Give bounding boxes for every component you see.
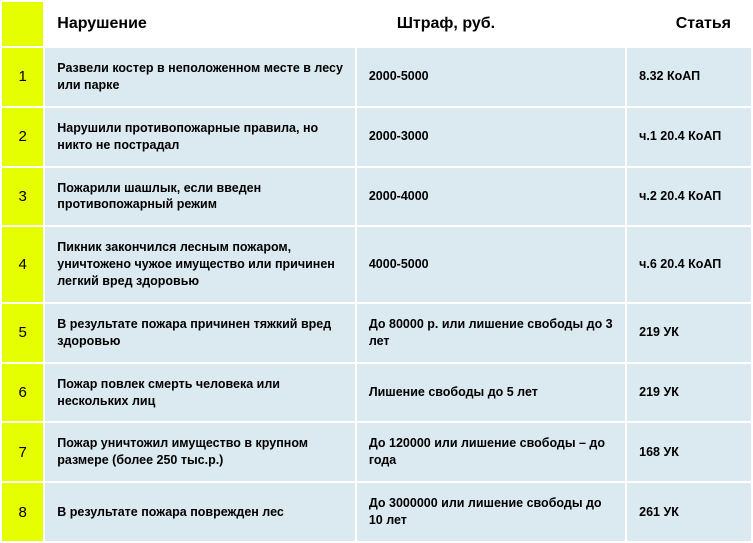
row-violation: Развели костер в неположенном месте в ле… [45, 48, 355, 106]
row-article: 219 УК [627, 364, 751, 422]
penalties-table: Нарушение Штраф, руб. Статья 1Развели ко… [0, 0, 753, 543]
row-violation: Пожар уничтожил имущество в крупном разм… [45, 423, 355, 481]
table-body: 1Развели костер в неположенном месте в л… [2, 48, 751, 541]
row-fine: До 120000 или лишение свободы – до года [357, 423, 625, 481]
row-fine: До 3000000 или лишение свободы до 10 лет [357, 483, 625, 541]
row-fine: 2000-4000 [357, 168, 625, 226]
row-number: 3 [2, 168, 43, 226]
row-number: 7 [2, 423, 43, 481]
row-number: 6 [2, 364, 43, 422]
table-row: 2Нарушили противопожарные правила, но ни… [2, 108, 751, 166]
row-number: 8 [2, 483, 43, 541]
row-fine: 2000-3000 [357, 108, 625, 166]
header-fine: Штраф, руб. [357, 2, 625, 46]
row-number: 2 [2, 108, 43, 166]
row-article: 168 УК [627, 423, 751, 481]
table-row: 5В результате пожара причинен тяжкий вре… [2, 304, 751, 362]
row-fine: До 80000 р. или лишение свободы до 3 лет [357, 304, 625, 362]
row-article: ч.6 20.4 КоАП [627, 227, 751, 302]
row-violation: Нарушили противопожарные правила, но ник… [45, 108, 355, 166]
row-article: 261 УК [627, 483, 751, 541]
row-fine: 4000-5000 [357, 227, 625, 302]
table-header-row: Нарушение Штраф, руб. Статья [2, 2, 751, 46]
row-article: 8.32 КоАП [627, 48, 751, 106]
table-row: 7Пожар уничтожил имущество в крупном раз… [2, 423, 751, 481]
table-row: 6Пожар повлек смерть человека или нескол… [2, 364, 751, 422]
row-number: 4 [2, 227, 43, 302]
row-article: ч.1 20.4 КоАП [627, 108, 751, 166]
row-number: 5 [2, 304, 43, 362]
row-number: 1 [2, 48, 43, 106]
row-violation: Пожарили шашлык, если введен противопожа… [45, 168, 355, 226]
row-article: 219 УК [627, 304, 751, 362]
table-row: 8В результате пожара поврежден лесДо 300… [2, 483, 751, 541]
header-article: Статья [627, 2, 751, 46]
table-row: 4Пикник закончился лесным пожаром, уничт… [2, 227, 751, 302]
row-violation: Пикник закончился лесным пожаром, уничто… [45, 227, 355, 302]
header-violation: Нарушение [45, 2, 355, 46]
row-fine: 2000-5000 [357, 48, 625, 106]
row-violation: В результате пожара поврежден лес [45, 483, 355, 541]
table-row: 1Развели костер в неположенном месте в л… [2, 48, 751, 106]
row-violation: Пожар повлек смерть человека или несколь… [45, 364, 355, 422]
row-article: ч.2 20.4 КоАП [627, 168, 751, 226]
table-row: 3Пожарили шашлык, если введен противопож… [2, 168, 751, 226]
row-violation: В результате пожара причинен тяжкий вред… [45, 304, 355, 362]
header-number-cell [2, 2, 43, 46]
row-fine: Лишение свободы до 5 лет [357, 364, 625, 422]
